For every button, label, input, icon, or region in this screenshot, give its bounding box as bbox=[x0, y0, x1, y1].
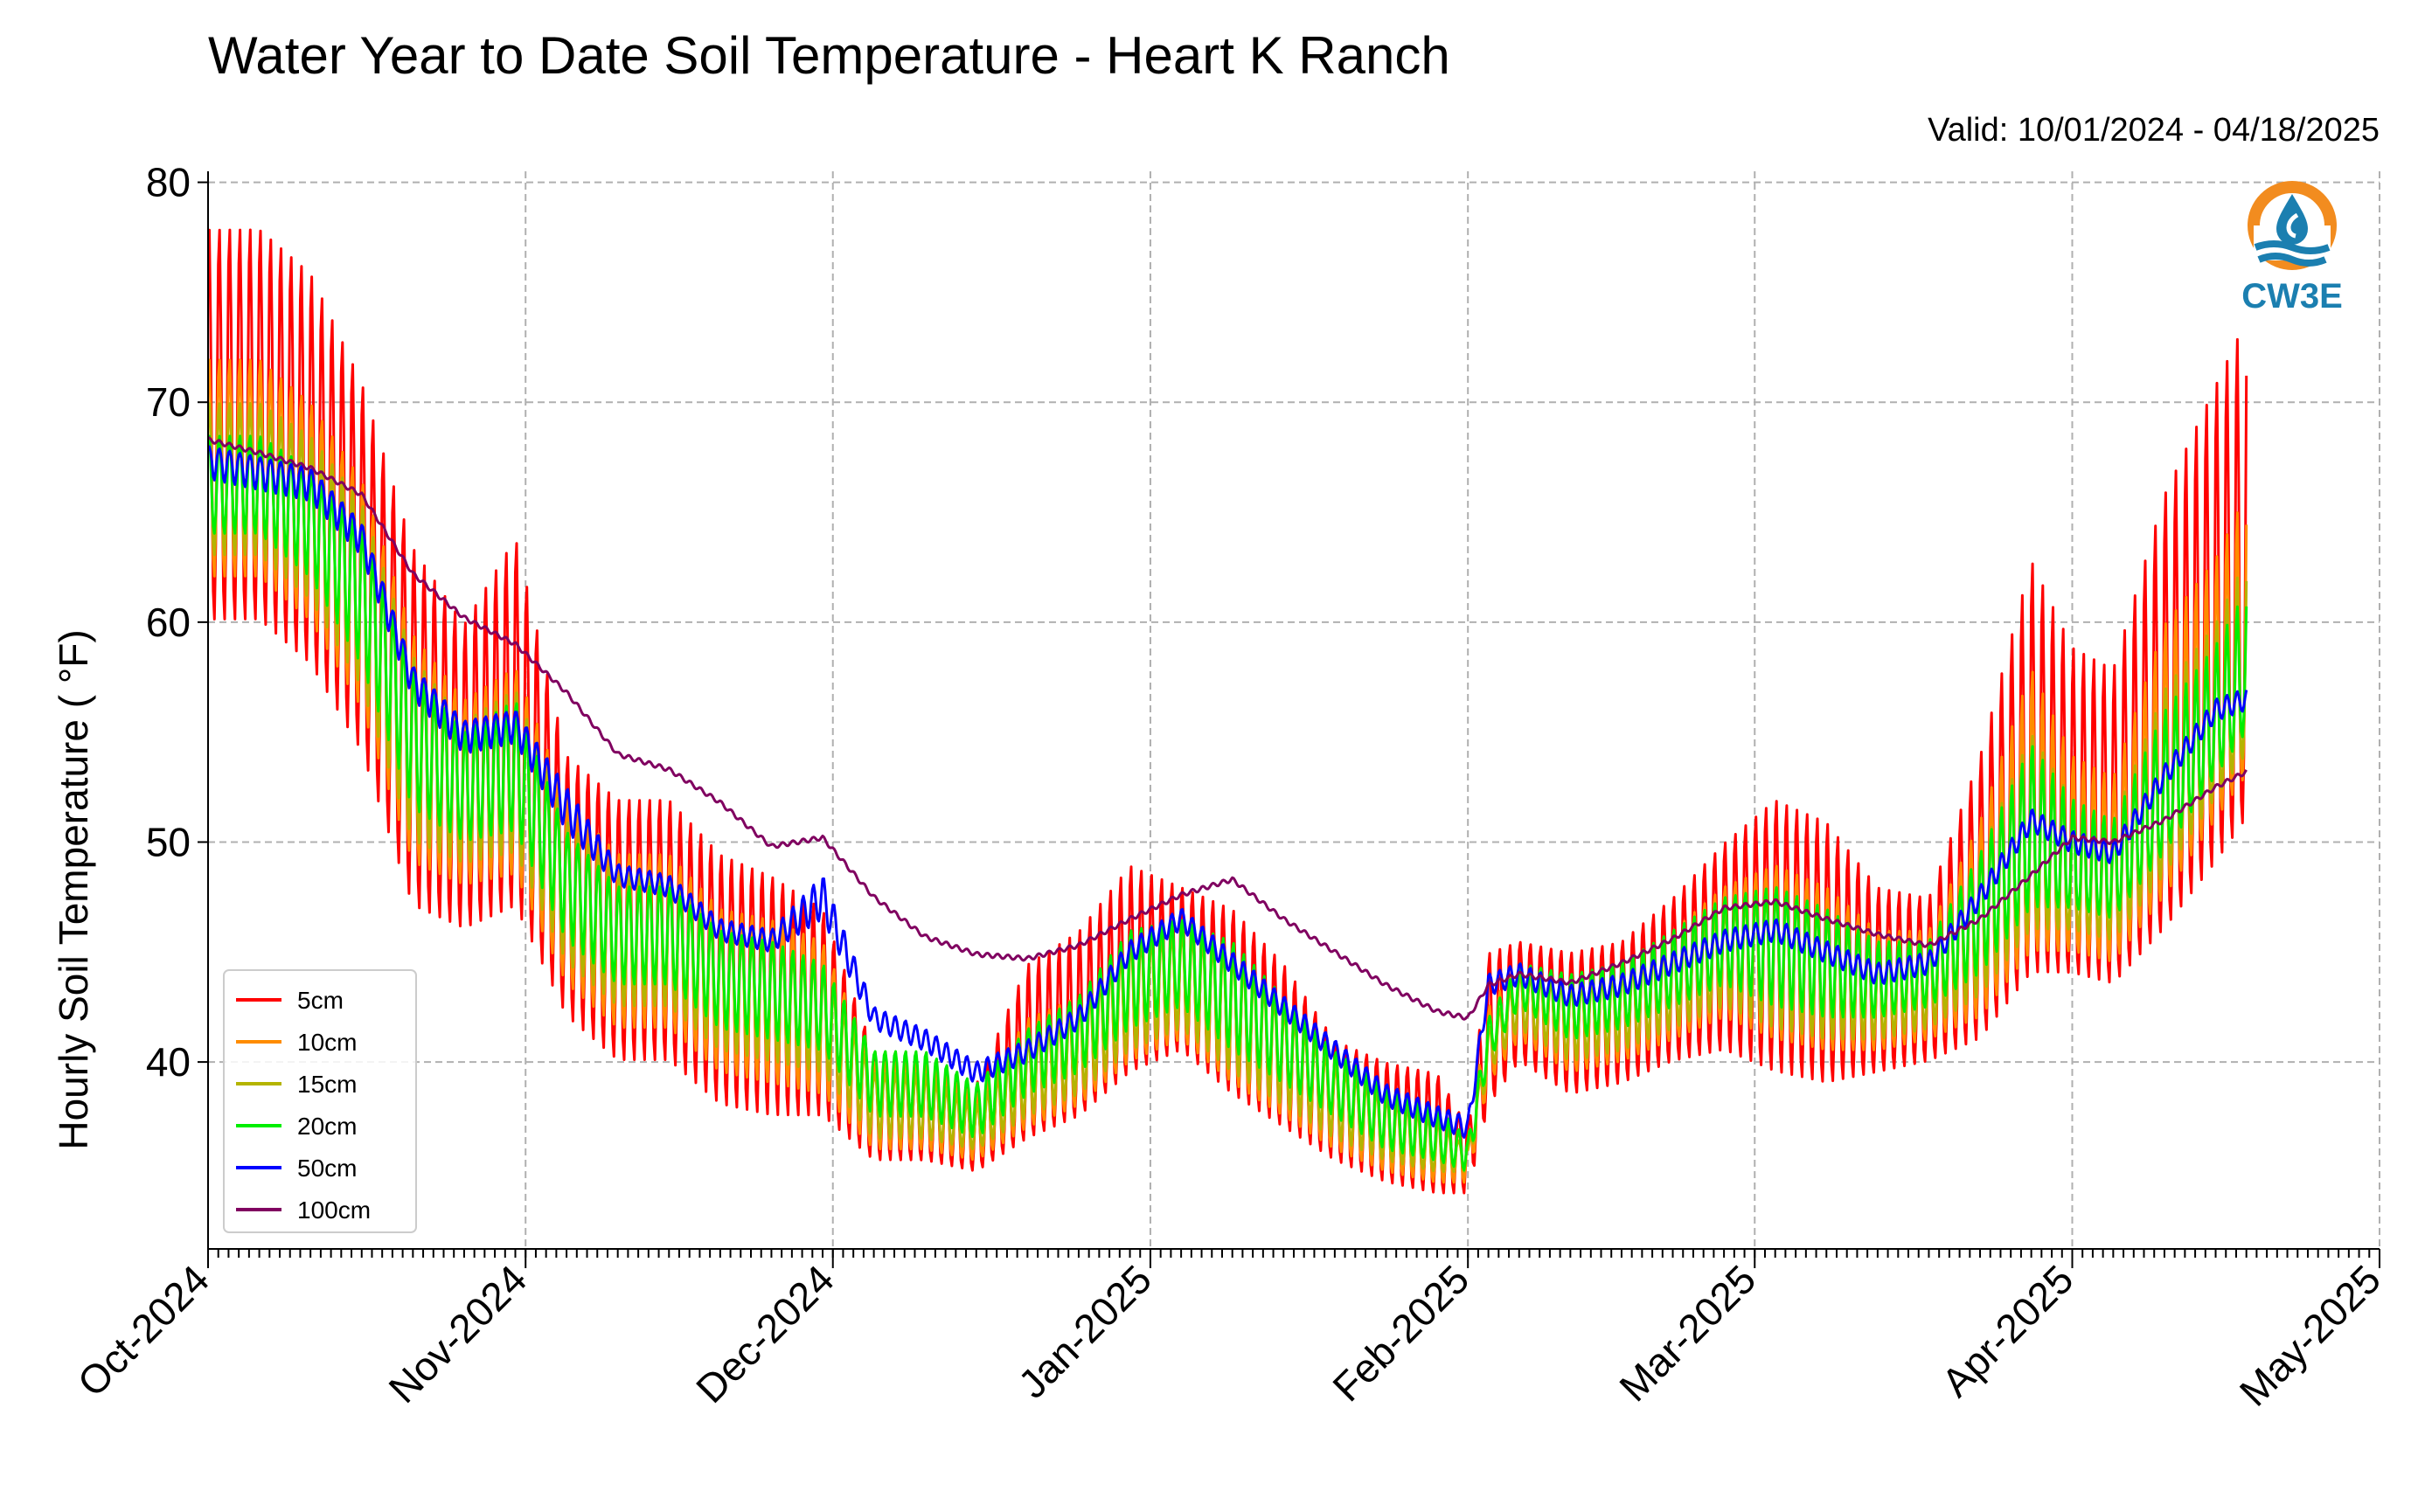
y-tick-label: 80 bbox=[146, 160, 191, 205]
chart-subtitle: Valid: 10/01/2024 - 04/18/2025 bbox=[1928, 112, 2380, 149]
logo-wave-1 bbox=[2254, 240, 2331, 254]
y-tick-label: 40 bbox=[146, 1039, 191, 1085]
series-line-20cm bbox=[208, 434, 2248, 1172]
chart-title: Water Year to Date Soil Temperature - He… bbox=[208, 26, 1450, 85]
legend: 5cm 10cm 15cm 20cm 50cm 100cm bbox=[223, 969, 417, 1233]
cw3e-logo: CW3E bbox=[2241, 181, 2343, 316]
legend-label: 50cm bbox=[297, 1155, 357, 1182]
legend-label: 100cm bbox=[297, 1196, 371, 1224]
series-layer bbox=[208, 228, 2248, 1195]
series-line-50cm bbox=[208, 445, 2248, 1139]
series-line-100cm bbox=[208, 436, 2248, 1021]
logo-wave-2 bbox=[2257, 253, 2327, 267]
y-tick-label: 50 bbox=[146, 819, 191, 864]
legend-label: 15cm bbox=[297, 1071, 357, 1098]
y-tick-label: 60 bbox=[146, 600, 191, 645]
logo-text: CW3E bbox=[2241, 277, 2343, 316]
legend-label: 10cm bbox=[297, 1029, 357, 1056]
y-axis-label: Hourly Soil Temperature ( °F) bbox=[51, 629, 96, 1149]
legend-label: 5cm bbox=[297, 987, 344, 1014]
y-tick-label: 70 bbox=[146, 379, 191, 425]
logo-drop-mark bbox=[2286, 212, 2299, 239]
legend-label: 20cm bbox=[297, 1113, 357, 1140]
